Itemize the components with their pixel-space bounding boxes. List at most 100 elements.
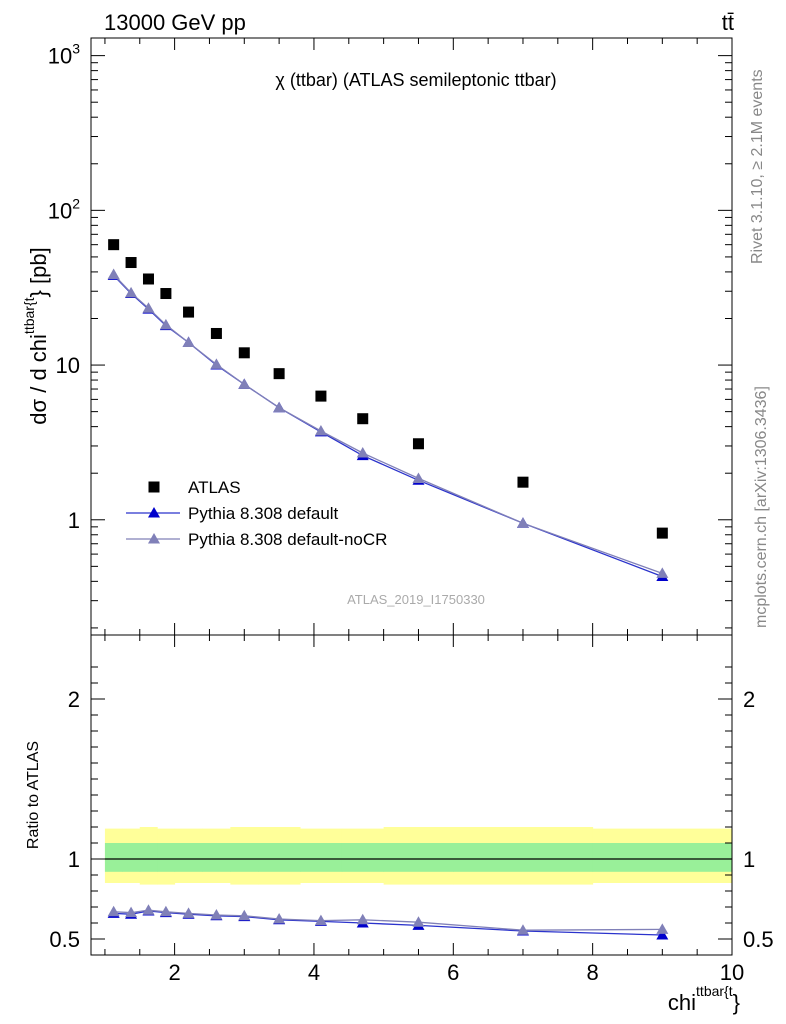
band-segment [383,843,454,872]
data-point [238,378,251,389]
ratio-series-0 [107,905,669,940]
legend-item: ATLAS [148,478,241,497]
data-point [356,447,369,458]
x-tick-label: 6 [447,960,459,985]
data-point [142,273,154,285]
ratio-y-tick-label-right: 0.5 [743,927,774,952]
data-point [315,390,327,402]
ratio-panel: 0.5 0.5 1 1 2 2 2 4 6 8 10 Ratio to ATLAS chittba… [25,634,774,1015]
data-point [125,257,137,269]
legend-label: Pythia 8.308 default-noCR [188,530,387,549]
legend-marker [148,533,160,544]
y-tick-label: 10 [56,353,80,378]
data-point [125,286,138,298]
ratio-y-tick-label-right: 1 [743,847,755,872]
main-series-2 [107,268,669,578]
band-segment [174,843,203,872]
energy-label: 13000 GeV pp [104,10,246,35]
ratio-point [412,916,425,927]
band-segment [139,843,158,872]
data-point [516,517,529,528]
x-axis-title-sup: ttbar{t [696,983,733,999]
ratio-x-tick-labels: 2 4 6 8 10 [168,960,744,985]
band-segment [230,843,259,872]
data-point [273,368,285,380]
data-point [357,413,369,425]
band-segment [592,843,733,872]
legend: ATLAS Pythia 8.308 default Pythia 8.308 de… [126,478,387,549]
chart-title: χ (ttbar) (ATLAS semileptonic ttbar) [275,70,556,90]
data-point [183,306,195,318]
ratio-y-axis-title: Ratio to ATLAS [25,741,42,849]
ratio-y-tick-label: 2 [68,687,80,712]
x-tick-label: 4 [308,960,320,985]
ratio-band-1 [104,843,733,872]
data-point [517,476,529,488]
ratio-point [314,914,327,926]
x-axis-title: chittbar{t} [668,983,740,1015]
main-series-line [113,274,663,575]
data-point [314,424,327,436]
data-point [412,472,425,483]
legend-label: Pythia 8.308 default [188,504,339,523]
band-segment [157,843,176,872]
data-point [108,239,120,251]
main-axis-ticks [91,38,733,635]
data-point [107,268,120,279]
ratio-point [107,905,120,917]
legend-marker [148,481,160,493]
data-point [142,302,155,313]
mcplots-label: mcplots.cern.ch [arXiv:1306.3436] [753,386,770,628]
main-series-0 [108,239,668,539]
ratio-frame [90,634,733,956]
data-point [159,318,172,330]
data-point [656,567,669,578]
data-point [238,347,250,359]
main-y-axis-title-main: dσ / d chi [26,334,51,425]
ratio-point [142,904,155,915]
ratio-y-tick-labels: 0.5 0.5 1 1 2 2 [49,687,773,952]
main-y-axis-title-tail: } [pb] [26,247,51,297]
data-point [182,336,195,347]
band-segment [453,843,594,872]
ratio-series-1 [107,904,669,935]
band-segment [104,843,123,872]
rivet-label: Rivet 3.1.10, ≥ 2.1M events [749,69,766,264]
ratio-y-tick-label-right: 2 [743,687,755,712]
data-point [160,288,172,300]
ratio-series-line [113,909,663,931]
data-point [210,327,222,339]
y-tick-label: 1 [68,508,80,533]
ratio-point [159,905,172,917]
ratio-point [516,924,529,935]
legend-marker [148,507,160,518]
x-tick-label: 8 [587,960,599,985]
ratio-point [656,929,669,940]
legend-item: Pythia 8.308 default-noCR [126,530,387,549]
ratio-series-line [113,910,663,936]
main-y-tick-labels: 1 10 102 103 [48,41,80,533]
ratio-axis-ticks [91,635,733,955]
ratio-plot-content [104,827,733,940]
ratio-point [182,907,195,918]
y-tick-label: 103 [48,41,80,69]
ratio-point [273,913,286,924]
main-plot-content [107,239,669,581]
main-y-axis-title-sup: ttbar{t [21,297,37,334]
band-segment [202,843,231,872]
analysis-watermark: ATLAS_2019_I1750330 [347,592,485,607]
data-point [656,527,668,539]
ratio-point [125,906,138,918]
main-y-axis-title: dσ / d chittbar{t} [pb] [21,247,51,424]
x-axis-title-main: chi [668,990,696,1015]
x-tick-label: 10 [720,960,744,985]
legend-label: ATLAS [188,478,241,497]
band-segment [122,843,141,872]
ratio-y-tick-label: 0.5 [49,927,80,952]
ratio-point [656,923,669,934]
y-tick-label: 102 [48,195,80,223]
ratio-y-tick-label: 1 [68,847,80,872]
main-panel: χ (ttbar) (ATLAS semileptonic ttbar) ATL… [21,37,733,636]
band-segment [300,843,343,872]
